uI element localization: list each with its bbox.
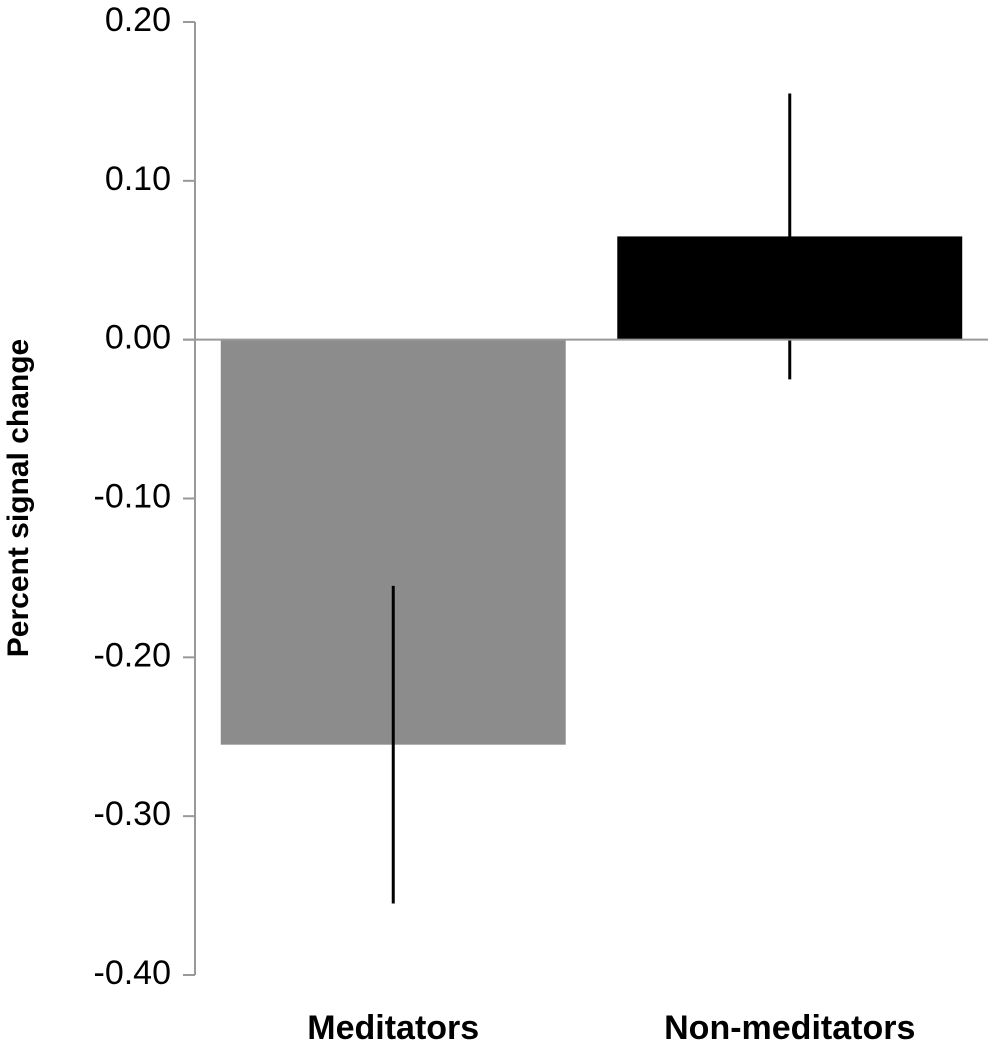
y-tick-label: -0.40 [94, 954, 172, 992]
y-axis-title: Percent signal change [2, 339, 35, 657]
y-tick-label: 0.00 [105, 319, 171, 357]
x-tick-label: Non-meditators [664, 1009, 915, 1047]
x-tick-label: Meditators [307, 1009, 479, 1047]
y-tick-label: -0.30 [94, 795, 172, 833]
y-tick-label: -0.10 [94, 477, 172, 515]
y-tick-label: 0.10 [105, 160, 171, 198]
y-tick-label: 0.20 [105, 1, 171, 39]
y-tick-label: -0.20 [94, 636, 172, 674]
